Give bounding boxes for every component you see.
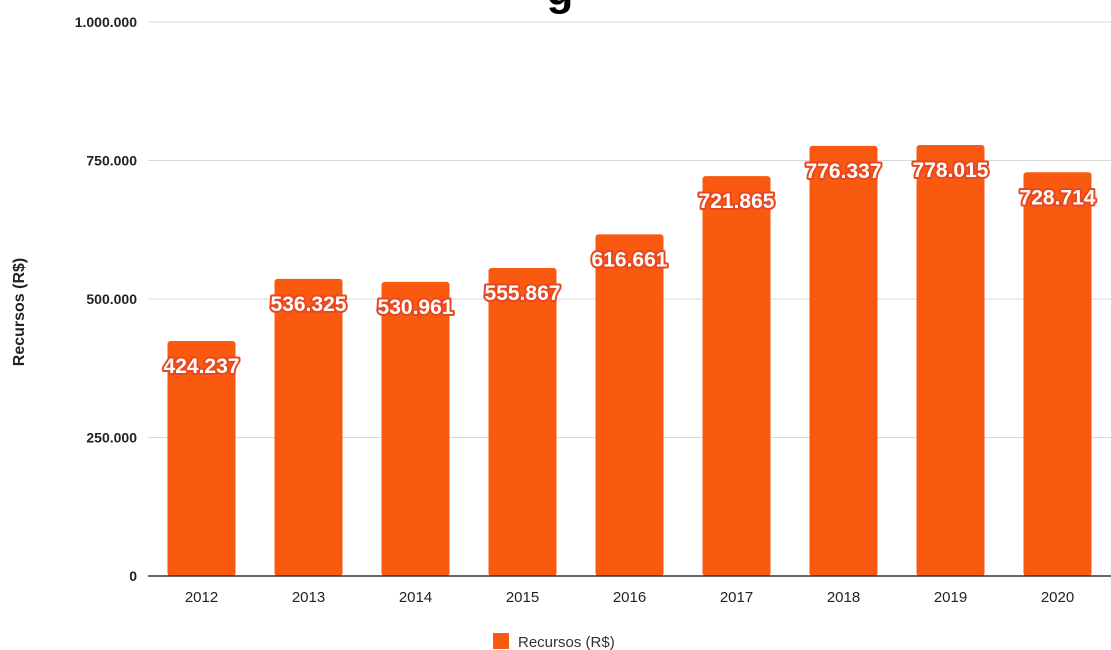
x-tick-label: 2012 — [185, 589, 218, 606]
bar — [702, 176, 771, 576]
x-tick-label: 2020 — [1041, 589, 1074, 606]
data-label: 776.337 — [806, 160, 882, 183]
x-axis-ticks: 2012 2013 2014 2015 2016 2017 2018 2019 2020 — [185, 589, 1074, 606]
data-labels: 424.237 536.325 530.961 555.867 616.661 721.8… — [162, 157, 1098, 380]
bar — [167, 340, 236, 576]
x-tick-label: 2013 — [292, 589, 325, 606]
data-label: 721.865 — [699, 190, 775, 213]
data-label: 530.961 — [378, 296, 454, 319]
bar — [1023, 172, 1092, 576]
x-tick-label: 2014 — [399, 589, 432, 606]
data-label: 616.661 — [592, 248, 668, 271]
chart-title-fragment: g — [440, 0, 680, 16]
legend: Recursos (R$) — [493, 633, 615, 650]
bar — [381, 281, 450, 576]
y-tick-label: 0 — [129, 568, 137, 584]
data-label: 728.714 — [1020, 186, 1096, 209]
x-tick-label: 2015 — [506, 589, 539, 606]
x-tick-label: 2016 — [613, 589, 646, 606]
data-label: 555.867 — [485, 282, 561, 305]
bar — [916, 144, 985, 577]
data-label: 536.325 — [271, 293, 347, 316]
y-tick-label: 500.000 — [86, 291, 137, 307]
bar — [595, 234, 664, 576]
data-label: 778.015 — [913, 159, 989, 182]
bar — [274, 278, 343, 576]
legend-label: Recursos (R$) — [518, 634, 615, 650]
data-label: 424.237 — [164, 355, 240, 378]
x-tick-label: 2018 — [827, 589, 860, 606]
y-tick-label: 750.000 — [86, 153, 137, 169]
legend-swatch — [493, 633, 509, 649]
y-axis-ticks: 0 250.000 500.000 750.000 1.000.000 — [75, 14, 138, 584]
x-tick-label: 2017 — [720, 589, 753, 606]
y-tick-label: 1.000.000 — [75, 14, 137, 30]
bars — [167, 144, 1092, 577]
y-tick-label: 250.000 — [86, 430, 137, 446]
x-tick-label: 2019 — [934, 589, 967, 606]
y-axis-label: Recursos (R$) — [11, 258, 28, 366]
bar — [809, 145, 878, 576]
bar — [488, 268, 557, 576]
